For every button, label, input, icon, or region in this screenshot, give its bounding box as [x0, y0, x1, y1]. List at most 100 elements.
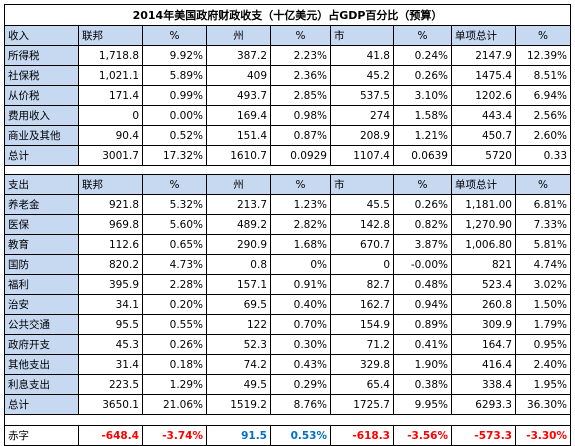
- table-cell[interactable]: 1107.4: [330, 145, 394, 166]
- table-cell[interactable]: 157.1: [206, 274, 271, 295]
- table-cell[interactable]: 122: [206, 314, 271, 335]
- table-cell[interactable]: 74.2: [206, 354, 271, 375]
- table-cell[interactable]: 0.0929: [270, 145, 331, 166]
- deficit-cell[interactable]: -3.56%: [393, 425, 452, 446]
- table-cell[interactable]: 82.7: [330, 274, 394, 295]
- expenditure-header-cell[interactable]: 联邦: [78, 174, 143, 195]
- table-cell[interactable]: 0%: [270, 254, 331, 275]
- table-cell[interactable]: 2147.9: [451, 45, 516, 66]
- table-cell[interactable]: 0.89%: [393, 314, 452, 335]
- revenue-header-cell[interactable]: 联邦: [78, 25, 143, 46]
- table-cell[interactable]: 151.4: [206, 125, 271, 146]
- table-cell[interactable]: 6293.3: [451, 394, 516, 415]
- table-cell[interactable]: 208.9: [330, 125, 394, 146]
- revenue-row-label[interactable]: 商业及其他: [4, 125, 79, 146]
- table-cell[interactable]: 3.10%: [393, 85, 452, 106]
- expenditure-row-label[interactable]: 利息支出: [4, 374, 79, 395]
- table-cell[interactable]: 309.9: [451, 314, 516, 335]
- revenue-header-cell[interactable]: %: [142, 25, 207, 46]
- deficit-cell[interactable]: -3.30%: [514, 425, 572, 446]
- deficit-cell[interactable]: -3.74%: [142, 425, 207, 446]
- revenue-header-cell[interactable]: %: [270, 25, 331, 46]
- table-cell[interactable]: 1,006.80: [451, 234, 516, 255]
- table-cell[interactable]: 65.4: [330, 374, 394, 395]
- table-cell[interactable]: 409: [206, 65, 271, 86]
- table-cell[interactable]: 2.56%: [514, 105, 572, 126]
- expenditure-row-label[interactable]: 政府开支: [4, 334, 79, 355]
- table-cell[interactable]: 1,181.00: [451, 194, 516, 215]
- table-cell[interactable]: 1,718.8: [78, 45, 143, 66]
- table-cell[interactable]: 0.41%: [393, 334, 452, 355]
- revenue-header-cell[interactable]: %: [393, 25, 452, 46]
- revenue-header-cell[interactable]: 市: [330, 25, 394, 46]
- table-cell[interactable]: 2.28%: [142, 274, 207, 295]
- table-cell[interactable]: 142.8: [330, 214, 394, 235]
- expenditure-header-cell[interactable]: 州: [206, 174, 271, 195]
- table-cell[interactable]: 2.85%: [270, 85, 331, 106]
- table-cell[interactable]: 17.32%: [142, 145, 207, 166]
- table-cell[interactable]: 45.5: [330, 194, 394, 215]
- table-cell[interactable]: 0.33: [514, 145, 572, 166]
- expenditure-row-label[interactable]: 教育: [4, 234, 79, 255]
- revenue-row-label[interactable]: 费用收入: [4, 105, 79, 126]
- table-cell[interactable]: 9.95%: [393, 394, 452, 415]
- table-cell[interactable]: 0.0639: [393, 145, 452, 166]
- table-cell[interactable]: 21.06%: [142, 394, 207, 415]
- table-cell[interactable]: 8.76%: [270, 394, 331, 415]
- table-cell[interactable]: 493.7: [206, 85, 271, 106]
- table-cell[interactable]: 395.9: [78, 274, 143, 295]
- table-cell[interactable]: 36.30%: [514, 394, 572, 415]
- revenue-header-cell[interactable]: 州: [206, 25, 271, 46]
- table-cell[interactable]: 0.26%: [142, 334, 207, 355]
- table-cell[interactable]: 0.87%: [270, 125, 331, 146]
- table-cell[interactable]: 2.82%: [270, 214, 331, 235]
- table-cell[interactable]: 164.7: [451, 334, 516, 355]
- table-cell[interactable]: 1,270.90: [451, 214, 516, 235]
- table-cell[interactable]: 0.95%: [514, 334, 572, 355]
- table-cell[interactable]: 0.48%: [393, 274, 452, 295]
- deficit-cell[interactable]: -618.3: [330, 425, 394, 446]
- expenditure-row-label[interactable]: 养老金: [4, 194, 79, 215]
- table-cell[interactable]: 8.51%: [514, 65, 572, 86]
- expenditure-header-cell[interactable]: %: [514, 174, 572, 195]
- expenditure-header-cell[interactable]: 支出: [4, 174, 79, 195]
- table-cell[interactable]: 5.60%: [142, 214, 207, 235]
- deficit-cell[interactable]: 0.53%: [270, 425, 331, 446]
- table-cell[interactable]: 95.5: [78, 314, 143, 335]
- table-cell[interactable]: 0.70%: [270, 314, 331, 335]
- table-cell[interactable]: 443.4: [451, 105, 516, 126]
- table-cell[interactable]: 171.4: [78, 85, 143, 106]
- table-cell[interactable]: 0.82%: [393, 214, 452, 235]
- table-cell[interactable]: 41.8: [330, 45, 394, 66]
- table-cell[interactable]: 670.7: [330, 234, 394, 255]
- revenue-row-label[interactable]: 社保税: [4, 65, 79, 86]
- table-cell[interactable]: 1202.6: [451, 85, 516, 106]
- expenditure-row-label[interactable]: 公共交通: [4, 314, 79, 335]
- table-cell[interactable]: 49.5: [206, 374, 271, 395]
- table-cell[interactable]: 1.95%: [514, 374, 572, 395]
- table-cell[interactable]: 9.92%: [142, 45, 207, 66]
- table-cell[interactable]: 1.90%: [393, 354, 452, 375]
- expenditure-header-cell[interactable]: 市: [330, 174, 394, 195]
- table-cell[interactable]: 2.36%: [270, 65, 331, 86]
- table-cell[interactable]: 0: [330, 254, 394, 275]
- table-cell[interactable]: 0.98%: [270, 105, 331, 126]
- expenditure-row-label[interactable]: 其他支出: [4, 354, 79, 375]
- table-cell[interactable]: 450.7: [451, 125, 516, 146]
- table-cell[interactable]: 154.9: [330, 314, 394, 335]
- table-cell[interactable]: 34.1: [78, 294, 143, 315]
- expenditure-row-label[interactable]: 总计: [4, 394, 79, 415]
- table-cell[interactable]: 31.4: [78, 354, 143, 375]
- deficit-label[interactable]: 赤字: [4, 425, 79, 446]
- table-cell[interactable]: 0.99%: [142, 85, 207, 106]
- table-cell[interactable]: 921.8: [78, 194, 143, 215]
- table-cell[interactable]: 0.55%: [142, 314, 207, 335]
- table-cell[interactable]: 90.4: [78, 125, 143, 146]
- revenue-row-label[interactable]: 总计: [4, 145, 79, 166]
- table-cell[interactable]: 71.2: [330, 334, 394, 355]
- revenue-header-cell[interactable]: 单项总计: [451, 25, 516, 46]
- table-cell[interactable]: 52.3: [206, 334, 271, 355]
- table-cell[interactable]: 3650.1: [78, 394, 143, 415]
- table-cell[interactable]: 3001.7: [78, 145, 143, 166]
- table-cell[interactable]: 45.3: [78, 334, 143, 355]
